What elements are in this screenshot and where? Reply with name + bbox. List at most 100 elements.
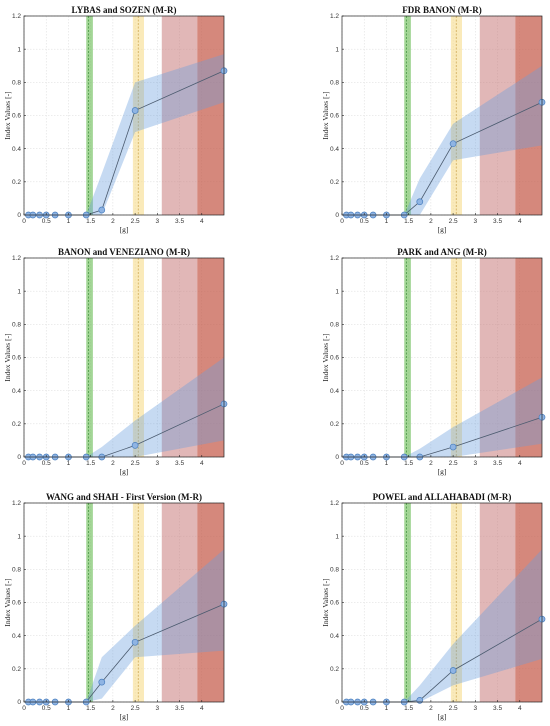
threshold-band bbox=[86, 503, 93, 702]
x-tick-label: 0.5 bbox=[42, 705, 51, 712]
y-tick-label: 0.6 bbox=[12, 355, 21, 362]
threshold-band bbox=[86, 16, 93, 215]
x-tick-label: 3.5 bbox=[493, 705, 502, 712]
x-tick-label: 1 bbox=[67, 705, 71, 712]
y-tick-label: 0.8 bbox=[330, 322, 339, 329]
y-tick-label: 1 bbox=[17, 533, 21, 540]
x-tick-label: 1.5 bbox=[404, 705, 413, 712]
x-axis-label: [g] bbox=[120, 225, 129, 234]
x-tick-label: 1 bbox=[385, 218, 389, 225]
threshold-band bbox=[404, 258, 411, 457]
x-tick-label: 1 bbox=[385, 705, 389, 712]
x-tick-label: 4 bbox=[200, 705, 204, 712]
confidence-envelope bbox=[28, 54, 224, 215]
y-axis-label: Index Values [-] bbox=[321, 91, 330, 139]
y-axis-label: Index Values [-] bbox=[3, 91, 12, 139]
threshold-band bbox=[197, 258, 224, 457]
threshold-band bbox=[197, 503, 224, 702]
y-tick-label: 0.8 bbox=[12, 322, 21, 329]
data-point bbox=[449, 443, 457, 451]
y-tick-label: 1.2 bbox=[330, 255, 339, 262]
threshold-band bbox=[515, 16, 542, 215]
x-tick-label: 2.5 bbox=[449, 705, 458, 712]
y-tick-label: 0.4 bbox=[12, 633, 21, 640]
y-axis-label: Index Values [-] bbox=[3, 333, 12, 381]
chart-panel-3: 0 0.5 1 1.5 2 2.5 3 3.5 4 0 0.2 0.4 0.6 0.8 1 1.2 BANON … bbox=[3, 247, 228, 476]
threshold-band bbox=[197, 16, 224, 215]
x-tick-label: 0.5 bbox=[360, 460, 369, 467]
confidence-envelope bbox=[346, 377, 542, 457]
y-tick-label: 0.2 bbox=[330, 666, 339, 673]
threshold-band bbox=[404, 503, 411, 702]
y-tick-label: 0.4 bbox=[330, 146, 339, 153]
x-tick-label: 1 bbox=[385, 460, 389, 467]
y-tick-label: 0.4 bbox=[330, 388, 339, 395]
x-axis-label: [g] bbox=[120, 712, 129, 721]
y-tick-label: 0.2 bbox=[330, 179, 339, 186]
data-point bbox=[449, 140, 457, 148]
y-axis-label: Index Values [-] bbox=[321, 578, 330, 626]
x-tick-label: 3.5 bbox=[175, 705, 184, 712]
y-tick-label: 0.4 bbox=[330, 633, 339, 640]
x-tick-label: 4 bbox=[518, 460, 522, 467]
chart-title: POWEL and ALLAHABADI (M-R) bbox=[373, 492, 512, 502]
y-tick-label: 0.8 bbox=[12, 567, 21, 574]
x-axis-label: [g] bbox=[438, 467, 447, 476]
x-tick-label: 1.5 bbox=[86, 705, 95, 712]
chart-panel-5: 0 0.5 1 1.5 2 2.5 3 3.5 4 0 0.2 0.4 0.6 0.8 1 1.2 WANG a… bbox=[3, 492, 228, 721]
x-tick-label: 1.5 bbox=[404, 218, 413, 225]
y-tick-label: 1 bbox=[335, 288, 339, 295]
data-point bbox=[131, 107, 139, 114]
threshold-band bbox=[515, 258, 542, 457]
x-tick-label: 2.5 bbox=[131, 218, 140, 225]
x-tick-label: 0.5 bbox=[42, 218, 51, 225]
y-tick-label: 0.6 bbox=[12, 113, 21, 120]
y-tick-label: 0 bbox=[335, 699, 339, 706]
y-tick-label: 1 bbox=[335, 46, 339, 53]
y-tick-label: 0.6 bbox=[330, 113, 339, 120]
x-tick-label: 0 bbox=[340, 460, 344, 467]
x-tick-label: 0 bbox=[22, 218, 26, 225]
chart-title: LYBAS and SOZEN (M-R) bbox=[72, 5, 177, 15]
threshold-band bbox=[404, 16, 411, 215]
data-point bbox=[98, 206, 106, 214]
x-tick-label: 0.5 bbox=[360, 218, 369, 225]
y-axis-label: Index Values [-] bbox=[3, 578, 12, 626]
y-tick-label: 0.6 bbox=[330, 355, 339, 362]
x-axis-label: [g] bbox=[120, 467, 129, 476]
threshold-band bbox=[479, 503, 516, 702]
y-tick-label: 0.8 bbox=[330, 80, 339, 87]
data-point bbox=[131, 442, 139, 449]
y-tick-label: 0.2 bbox=[12, 179, 21, 186]
y-tick-label: 0.2 bbox=[330, 421, 339, 428]
y-tick-label: 1 bbox=[335, 533, 339, 540]
threshold-band bbox=[86, 258, 93, 457]
y-tick-label: 0.4 bbox=[12, 146, 21, 153]
chart-title: BANON and VENEZIANO (M-R) bbox=[58, 247, 190, 257]
x-tick-label: 2 bbox=[111, 218, 115, 225]
x-tick-label: 2.5 bbox=[131, 705, 140, 712]
x-tick-label: 4 bbox=[200, 218, 204, 225]
x-tick-label: 0.5 bbox=[42, 460, 51, 467]
x-axis-label: [g] bbox=[438, 712, 447, 721]
chart-title: FDR BANON (M-R) bbox=[402, 5, 481, 15]
chart-panel-6: 0 0.5 1 1.5 2 2.5 3 3.5 4 0 0.2 0.4 0.6 0.8 1 1.2 POWEL … bbox=[321, 492, 546, 721]
data-point bbox=[131, 638, 139, 646]
x-tick-label: 0 bbox=[22, 705, 26, 712]
x-tick-label: 3.5 bbox=[493, 218, 502, 225]
y-tick-label: 1.2 bbox=[12, 255, 21, 262]
x-tick-label: 1.5 bbox=[86, 218, 95, 225]
x-tick-label: 2.5 bbox=[449, 460, 458, 467]
data-point bbox=[449, 667, 457, 674]
confidence-envelope bbox=[346, 65, 542, 215]
chart-title: WANG and SHAH - First Version (M-R) bbox=[46, 492, 202, 502]
data-point bbox=[98, 678, 106, 686]
y-tick-label: 1 bbox=[17, 46, 21, 53]
threshold-band bbox=[161, 503, 198, 702]
x-tick-label: 2 bbox=[111, 705, 115, 712]
chart-panel-4: 0 0.5 1 1.5 2 2.5 3 3.5 4 0 0.2 0.4 0.6 0.8 1 1.2 PARK a… bbox=[321, 247, 546, 476]
y-tick-label: 0 bbox=[17, 212, 21, 219]
y-tick-label: 0.8 bbox=[330, 567, 339, 574]
y-tick-label: 1.2 bbox=[330, 500, 339, 507]
x-tick-label: 1 bbox=[67, 218, 71, 225]
